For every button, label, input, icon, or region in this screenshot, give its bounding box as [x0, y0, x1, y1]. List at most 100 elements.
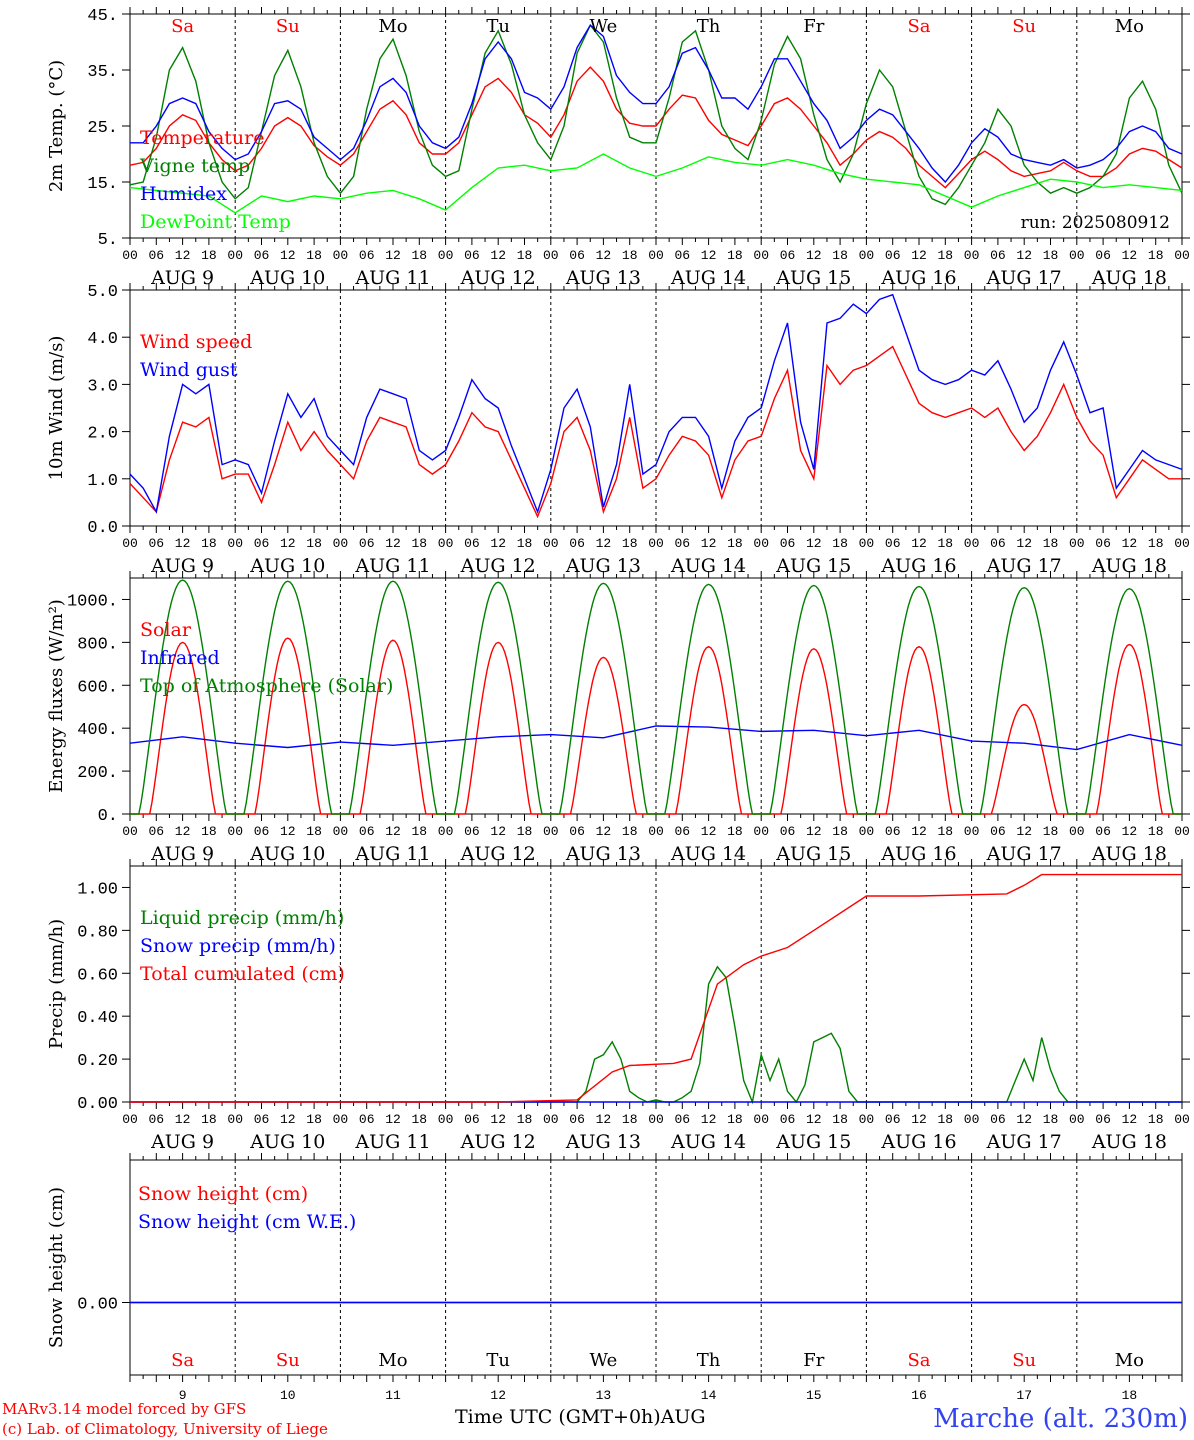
date-label: AUG 16	[880, 843, 956, 865]
hour-tick-label: 12	[1122, 248, 1138, 263]
y-tick-label: 800.	[77, 635, 118, 654]
hour-tick-label: 00	[648, 1112, 664, 1127]
date-label: AUG 16	[880, 267, 956, 289]
hour-tick-label: 06	[674, 536, 690, 551]
hour-tick-label: 06	[254, 1112, 270, 1127]
y-tick-label: 5.	[98, 231, 118, 250]
date-label: AUG 12	[460, 267, 536, 289]
date-label: AUG 9	[150, 843, 214, 865]
hour-tick-label: 12	[175, 824, 191, 839]
y-tick-label: 0.80	[77, 923, 118, 942]
day-name-label: Sa	[907, 1350, 930, 1371]
hour-tick-label: 18	[937, 536, 953, 551]
hour-tick-label: 06	[359, 824, 375, 839]
hour-tick-label: 06	[359, 536, 375, 551]
date-label: AUG 10	[249, 843, 325, 865]
hour-tick-label: 00	[122, 1112, 138, 1127]
day-name-label: Su	[276, 16, 300, 37]
hour-tick-label: 00	[753, 824, 769, 839]
y-tick-label: 0.60	[77, 966, 118, 985]
date-label: AUG 15	[775, 1131, 851, 1153]
hour-tick-label: 06	[148, 1112, 164, 1127]
hour-tick-label: 00	[964, 248, 980, 263]
y-tick-label: 25.	[87, 119, 118, 138]
hour-tick-label: 18	[727, 1112, 743, 1127]
day-number-label: 18	[1122, 1388, 1138, 1403]
hour-tick-label: 18	[306, 1112, 322, 1127]
hour-tick-label: 12	[175, 1112, 191, 1127]
y-tick-label: 0.0	[87, 519, 118, 538]
hour-tick-label: 18	[201, 248, 217, 263]
hour-tick-label: 18	[1043, 248, 1059, 263]
date-label: AUG 11	[354, 1131, 430, 1153]
hour-tick-label: 12	[1016, 248, 1032, 263]
hour-tick-label: 06	[780, 1112, 796, 1127]
hour-tick-label: 06	[885, 248, 901, 263]
date-label: AUG 9	[150, 267, 214, 289]
y-tick-label: 5.0	[87, 283, 118, 302]
hour-tick-label: 12	[911, 1112, 927, 1127]
date-label: AUG 9	[150, 555, 214, 577]
hour-tick-label: 00	[438, 536, 454, 551]
series-line-top-of-atmosphere-solar	[130, 579, 1182, 815]
hour-tick-label: 18	[1148, 536, 1164, 551]
day-name-label: Su	[1012, 1350, 1036, 1371]
date-label: AUG 11	[354, 555, 430, 577]
hour-tick-label: 00	[1174, 824, 1190, 839]
hour-tick-label: 00	[648, 536, 664, 551]
hour-tick-label: 06	[780, 536, 796, 551]
date-label: AUG 17	[986, 1131, 1062, 1153]
hour-tick-label: 06	[148, 824, 164, 839]
day-number-label: 10	[280, 1388, 296, 1403]
hour-tick-label: 18	[517, 536, 533, 551]
hour-tick-label: 00	[438, 824, 454, 839]
date-label: AUG 18	[1091, 267, 1167, 289]
hour-tick-label: 06	[990, 824, 1006, 839]
hour-tick-label: 18	[1148, 1112, 1164, 1127]
hour-tick-label: 00	[1174, 1112, 1190, 1127]
hour-tick-label: 00	[227, 536, 243, 551]
hour-tick-label: 06	[464, 824, 480, 839]
hour-tick-label: 06	[885, 1112, 901, 1127]
panel-3	[122, 571, 1190, 821]
legend-entry: Infrared	[140, 647, 220, 669]
hour-tick-label: 00	[964, 1112, 980, 1127]
hour-tick-label: 00	[1174, 248, 1190, 263]
hour-tick-label: 12	[175, 536, 191, 551]
hour-tick-label: 06	[569, 1112, 585, 1127]
y-tick-label: 600.	[77, 678, 118, 697]
panel-1	[122, 7, 1190, 245]
hour-tick-label: 18	[622, 248, 638, 263]
hour-tick-label: 12	[701, 248, 717, 263]
y-tick-label: 200.	[77, 764, 118, 783]
hour-tick-label: 12	[1016, 536, 1032, 551]
hour-tick-label: 00	[1069, 1112, 1085, 1127]
date-label: AUG 13	[565, 1131, 641, 1153]
hour-tick-label: 06	[464, 248, 480, 263]
hour-tick-label: 06	[1095, 1112, 1111, 1127]
y-axis-label: 10m Wind (m/s)	[46, 336, 67, 481]
hour-tick-label: 00	[122, 824, 138, 839]
panel-4	[122, 859, 1190, 1109]
panel-2	[122, 283, 1190, 533]
hour-tick-label: 00	[543, 248, 559, 263]
y-axis-label: Snow height (cm)	[46, 1187, 67, 1348]
hour-tick-label: 06	[254, 536, 270, 551]
day-number-label: 13	[596, 1388, 612, 1403]
day-name-label: Su	[276, 1350, 300, 1371]
hour-tick-label: 00	[122, 248, 138, 263]
hour-tick-label: 00	[227, 248, 243, 263]
hour-tick-label: 18	[1043, 1112, 1059, 1127]
hour-tick-label: 18	[622, 824, 638, 839]
hour-tick-label: 06	[254, 248, 270, 263]
hour-tick-label: 18	[832, 248, 848, 263]
hour-tick-label: 18	[937, 1112, 953, 1127]
hour-tick-label: 18	[727, 824, 743, 839]
hour-tick-label: 12	[596, 824, 612, 839]
date-label: AUG 18	[1091, 555, 1167, 577]
date-label: AUG 18	[1091, 843, 1167, 865]
hour-tick-label: 06	[464, 536, 480, 551]
series-line-total-cumulated-cm	[130, 873, 1182, 1103]
hour-tick-label: 06	[674, 1112, 690, 1127]
hour-tick-label: 00	[964, 536, 980, 551]
